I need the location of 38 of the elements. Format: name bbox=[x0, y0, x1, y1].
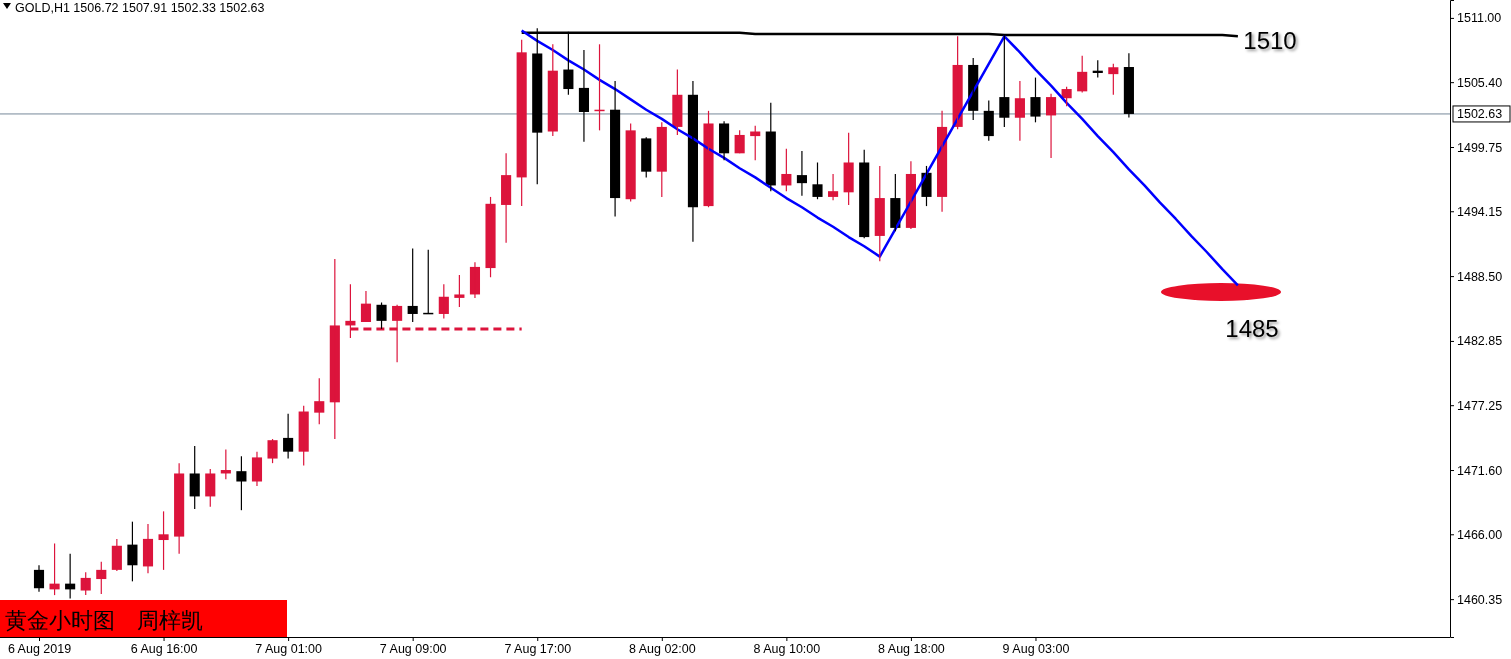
candlestick bbox=[158, 510, 169, 571]
y-tick-label: 1494.15 bbox=[1457, 204, 1503, 219]
annotation: 1485 bbox=[1225, 315, 1279, 343]
x-tick-label: 7 Aug 17:00 bbox=[504, 641, 572, 656]
candlestick bbox=[1108, 63, 1119, 96]
line-series bbox=[520, 29, 1240, 287]
candlestick bbox=[267, 438, 278, 464]
candlestick bbox=[703, 110, 714, 208]
y-tick-label: 1499.75 bbox=[1457, 140, 1503, 155]
x-tick-label: 6 Aug 2019 bbox=[7, 641, 72, 656]
candlestick bbox=[314, 377, 325, 425]
x-tick-label: 8 Aug 18:00 bbox=[878, 641, 945, 656]
candlestick bbox=[80, 571, 91, 596]
x-tick-label: 9 Aug 03:00 bbox=[1002, 641, 1070, 656]
y-tick-label: 1505.40 bbox=[1457, 75, 1503, 90]
text: 黄金小时图 周梓凯 bbox=[5, 608, 203, 633]
candlestick bbox=[1030, 76, 1041, 123]
y-tick-label: 1460.35 bbox=[1457, 592, 1503, 607]
candlestick bbox=[485, 196, 496, 278]
y-tick-label: 1477.25 bbox=[1457, 398, 1503, 413]
y-tick-label: 1466.00 bbox=[1457, 527, 1503, 542]
y-tick-label: 1482.85 bbox=[1457, 334, 1503, 349]
y-tick-label: 1471.60 bbox=[1457, 463, 1503, 478]
x-tick-label: 8 Aug 10:00 bbox=[753, 641, 821, 656]
candlestick bbox=[812, 161, 823, 200]
chart-subtitle: GOLD,H1 1506.72 1507.91 1502.33 1502.63 bbox=[15, 1, 265, 15]
candlestick bbox=[454, 274, 465, 308]
x-tick-label: 8 Aug 02:00 bbox=[628, 641, 696, 656]
x-tick-label: 6 Aug 16:00 bbox=[130, 641, 198, 656]
y-tick-label: 1511.00 bbox=[1457, 11, 1502, 26]
x-tick-label: 7 Aug 01:00 bbox=[255, 641, 323, 656]
annotation: 1510 bbox=[1243, 27, 1297, 55]
candlestick bbox=[236, 455, 247, 511]
x-tick-label: 7 Aug 09:00 bbox=[379, 641, 447, 656]
candlestick bbox=[641, 136, 652, 179]
ref-line-label: 1502.63 bbox=[1457, 107, 1503, 122]
candlestick bbox=[376, 301, 387, 330]
y-tick-label: 1488.50 bbox=[1457, 269, 1503, 284]
